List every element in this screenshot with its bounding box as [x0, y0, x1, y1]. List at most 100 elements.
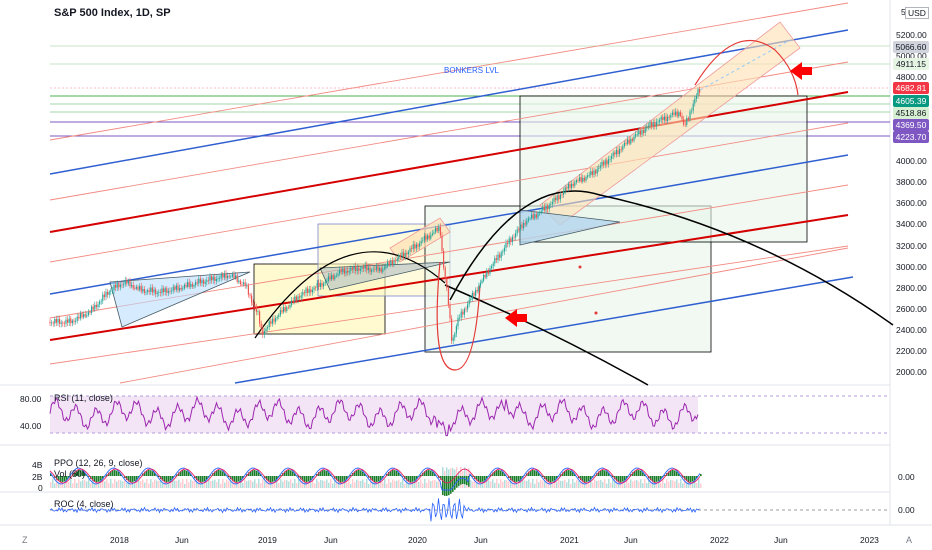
ppo-hist-bar: [166, 476, 168, 482]
volume-bar: [574, 482, 576, 488]
candle-body: [166, 288, 168, 293]
candle-body: [265, 328, 267, 332]
ppo-hist-bar: [484, 476, 486, 481]
ppo-hist-bar: [636, 470, 638, 476]
ppo-hist-bar: [88, 476, 90, 477]
candle-body: [543, 206, 545, 210]
volume-bar: [510, 479, 512, 488]
ppo-hist-bar: [500, 470, 502, 476]
volume-bar: [536, 479, 538, 488]
candle-body: [564, 187, 566, 192]
candle-body: [489, 268, 491, 274]
ppo-hist-bar: [398, 472, 400, 476]
candle-body: [644, 128, 646, 133]
price-candles: [49, 86, 701, 345]
volume-bar: [180, 482, 182, 488]
candle-body: [689, 111, 691, 120]
price-tick: 2000.00: [896, 367, 927, 377]
volume-bar: [148, 483, 150, 488]
ppo-hist-bar: [518, 476, 520, 482]
ppo-hist-bar: [214, 471, 216, 476]
volume-bar: [602, 481, 604, 488]
roc-right-tick: 0.00: [898, 505, 915, 515]
volume-bar: [106, 479, 108, 488]
candle-body: [572, 183, 574, 186]
candle-body: [676, 111, 678, 117]
ppo-hist-bar: [196, 476, 198, 480]
candle-body: [108, 291, 110, 295]
candle-body: [607, 159, 609, 165]
price-tag-4605: 4605.39: [893, 95, 929, 107]
currency-button[interactable]: USD: [905, 7, 929, 19]
ppo-label[interactable]: PPO (12, 26, 9, close): [54, 458, 143, 468]
candle-body: [383, 267, 385, 269]
volume-bar: [666, 479, 668, 488]
candle-body: [142, 289, 144, 292]
volume-bar: [674, 481, 676, 488]
candle-body: [303, 292, 305, 294]
candle-body: [521, 224, 523, 229]
roc-label[interactable]: ROC (4, close): [54, 499, 114, 509]
volume-bar: [82, 480, 84, 488]
price-tag-4369: 4369.50: [893, 119, 929, 131]
vol-label[interactable]: Vol (50): [54, 469, 86, 479]
ppo-hist-bar: [656, 476, 658, 482]
volume-bar: [598, 480, 600, 488]
ppo-hist-bar: [180, 471, 182, 476]
ppo-hist-bar: [652, 476, 654, 482]
candle-body: [495, 258, 497, 261]
candle-body: [601, 161, 603, 166]
volume-bar: [186, 479, 188, 488]
candle-body: [127, 280, 129, 284]
ppo-hist-bar: [550, 476, 552, 482]
candle-body: [231, 274, 233, 277]
ppo-hist-bar: [272, 476, 274, 482]
candle-body: [481, 280, 483, 283]
volume-bar: [288, 481, 290, 488]
candle-body: [683, 119, 685, 125]
candle-body: [283, 307, 285, 313]
zoom-toggle[interactable]: Z: [22, 535, 28, 545]
auto-scale-toggle[interactable]: A: [906, 535, 913, 545]
ppo-hist-bar: [676, 471, 678, 476]
ppo-hist-bar: [146, 470, 148, 476]
volume-bar: [668, 481, 670, 488]
ppo-hist-bar: [204, 476, 206, 481]
ppo-hist-bar: [536, 471, 538, 476]
ppo-hist-bar: [388, 472, 390, 476]
ppo-hist-bar: [688, 476, 690, 482]
candle-body: [550, 204, 552, 205]
candle-body: [539, 212, 541, 214]
candle-body: [259, 311, 261, 324]
volume-bar: [158, 480, 160, 488]
volume-bar: [178, 479, 180, 488]
ppo-hist-bar: [424, 471, 426, 476]
candle-body: [164, 288, 166, 293]
candle-body: [595, 170, 597, 174]
ppo-hist-bar: [602, 470, 604, 476]
volume-bar: [318, 481, 320, 488]
ppo-hist-bar: [552, 476, 554, 482]
candle-body: [382, 268, 384, 273]
candle-body: [475, 290, 477, 296]
ppo-hist-bar: [502, 471, 504, 476]
ppo-hist-bar: [546, 476, 548, 481]
candle-body: [151, 287, 153, 293]
volume-bar: [678, 482, 680, 488]
candle-body: [422, 240, 424, 242]
ppo-tick: 0: [38, 483, 43, 493]
ppo-hist-bar: [460, 476, 462, 485]
ppo-hist-bar: [62, 476, 64, 482]
ppo-hist-bar: [200, 476, 202, 482]
rsi-label[interactable]: RSI (11, close): [54, 393, 113, 403]
ppo-hist-bar: [50, 473, 52, 476]
candle-body: [425, 235, 427, 240]
ppo-hist-bar: [322, 470, 324, 476]
volume-bar: [360, 480, 362, 488]
candle-body: [599, 165, 601, 168]
volume-bar: [646, 483, 648, 488]
volume-bar: [368, 483, 370, 488]
volume-bar: [568, 479, 570, 488]
candle-body: [681, 115, 683, 120]
